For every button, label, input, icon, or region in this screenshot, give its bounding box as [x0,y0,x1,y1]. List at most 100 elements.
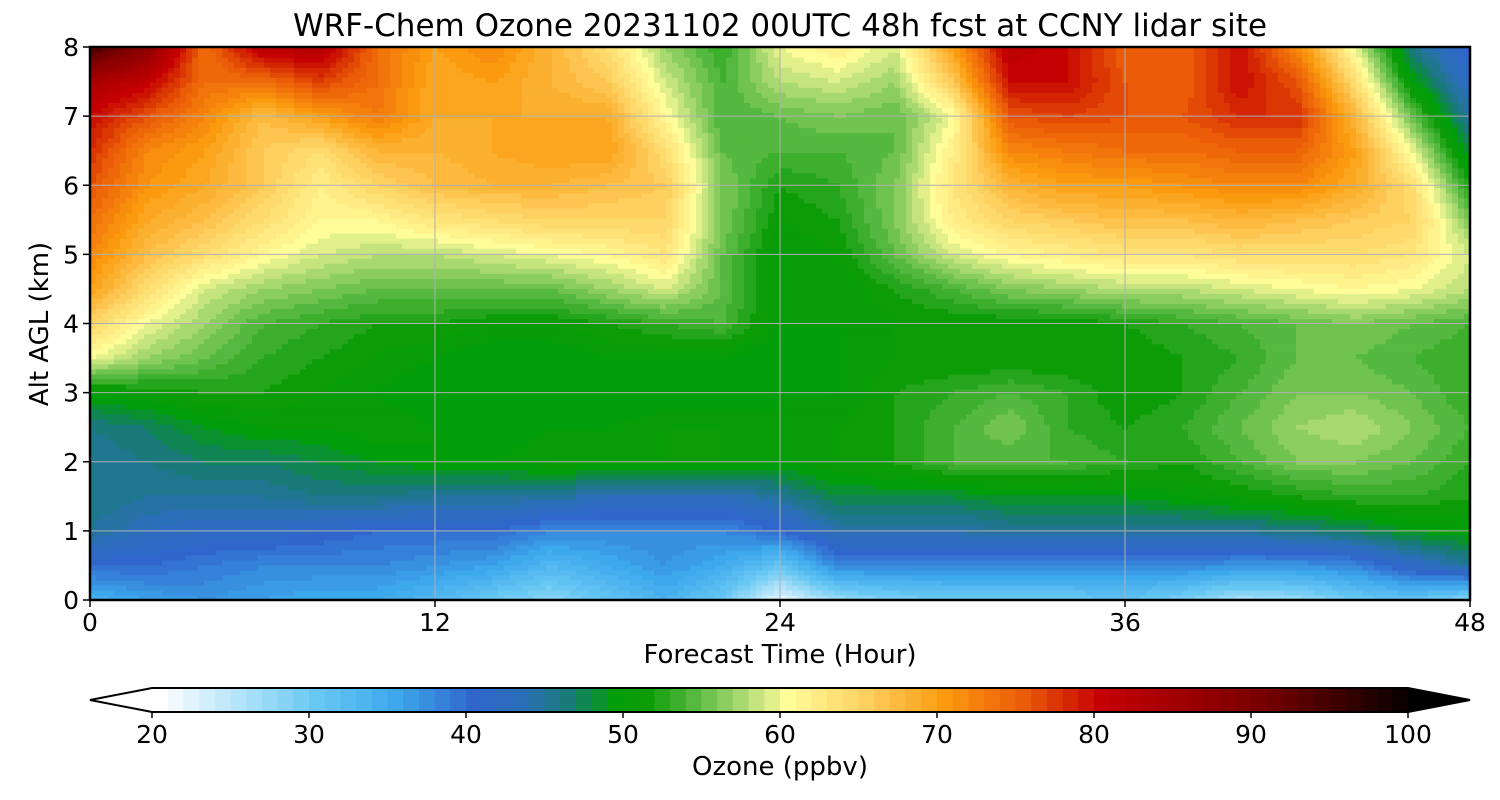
heatmap-cell [894,575,901,581]
heatmap-cell [480,580,487,586]
heatmap-cell [1254,575,1261,581]
heatmap-cell [624,575,631,581]
heatmap-cell [396,585,403,591]
heatmap-cell [1068,585,1075,591]
heatmap-cell [1260,585,1267,591]
heatmap-cell [270,585,277,591]
heatmap-cell [732,590,739,596]
heatmap-cell [846,580,853,586]
heatmap-cell [384,580,391,586]
heatmap-cell [750,580,757,586]
heatmap-cell [102,590,109,596]
heatmap-cell [1332,580,1339,586]
heatmap-cell [768,590,775,596]
heatmap-cell [1182,590,1189,596]
heatmap-cell [1374,580,1381,586]
heatmap-cell [840,570,847,576]
heatmap-cell [1296,580,1303,586]
heatmap-cell [1062,575,1069,581]
heatmap-cell [1296,590,1303,596]
heatmap-cell [1068,575,1075,581]
heatmap-cell [990,575,997,581]
heatmap-cell [924,575,931,581]
heatmap-cell [426,580,433,586]
heatmap-cell [414,585,421,591]
heatmap-cell [174,585,181,591]
heatmap-cell [1032,580,1039,586]
heatmap-cell [492,585,499,591]
heatmap-cell [1098,575,1105,581]
heatmap-cell [852,570,859,576]
heatmap-cell [762,585,769,591]
heatmap-cell [216,580,223,586]
heatmap-cell [744,585,751,591]
heatmap-cell [762,575,769,581]
heatmap-cell [1434,590,1441,596]
heatmap-cell [960,580,967,586]
heatmap-cell [888,590,895,596]
heatmap-cell [1008,570,1015,576]
heatmap-cell [720,580,727,586]
heatmap-cell [570,585,577,591]
heatmap-cell [786,575,793,581]
heatmap-cell [324,575,331,581]
heatmap-cell [1290,585,1297,591]
heatmap-cell [558,590,565,596]
heatmap-cell [1314,590,1321,596]
heatmap-cell [642,580,649,586]
heatmap-cell [1110,590,1117,596]
heatmap-cell [804,585,811,591]
heatmap-cell [894,585,901,591]
heatmap-cell [552,575,559,581]
heatmap-cell [1170,575,1177,581]
heatmap-cell [822,590,829,596]
heatmap-cell [1452,585,1459,591]
heatmap-cell [282,580,289,586]
heatmap-cell [762,580,769,586]
heatmap-cell [750,585,757,591]
heatmap-cell [384,575,391,581]
heatmap-cell [618,570,625,576]
heatmap-cell [1170,580,1177,586]
heatmap-cell [978,580,985,586]
heatmap-cell [444,580,451,586]
heatmap-cell [96,585,103,591]
heatmap-cell [738,590,745,596]
heatmap-cell [576,585,583,591]
heatmap-cell [972,580,979,586]
heatmap-cell [1092,585,1099,591]
heatmap-cell [1254,580,1261,586]
heatmap-cell [456,585,463,591]
heatmap-cell [708,580,715,586]
heatmap-cell [504,575,511,581]
heatmap-cell [318,580,325,586]
heatmap-cell [672,590,679,596]
heatmap-cell [216,575,223,581]
heatmap-cell [516,590,523,596]
heatmap-cell [342,580,349,586]
heatmap-cell [414,570,421,576]
heatmap-cell [492,575,499,581]
heatmap-cell [288,580,295,586]
heatmap-cell [1302,575,1309,581]
heatmap-cell [246,575,253,581]
heatmap-cell [1410,575,1417,581]
heatmap-cell [696,575,703,581]
heatmap-cell [852,590,859,596]
heatmap-cell [258,575,265,581]
heatmap-cell [900,570,907,576]
heatmap-cell [1158,590,1165,596]
heatmap-cell [558,585,565,591]
heatmap-cell [954,570,961,576]
heatmap-cell [372,580,379,586]
heatmap-cell [96,575,103,581]
heatmap-cell [990,590,997,596]
heatmap-cell [1380,575,1387,581]
heatmap-cell [1296,575,1303,581]
heatmap-cell [906,590,913,596]
heatmap-cell [870,575,877,581]
heatmap-cell [552,570,559,576]
heatmap-cell [294,580,301,586]
heatmap-cell [1146,585,1153,591]
heatmap-cell [462,590,469,596]
